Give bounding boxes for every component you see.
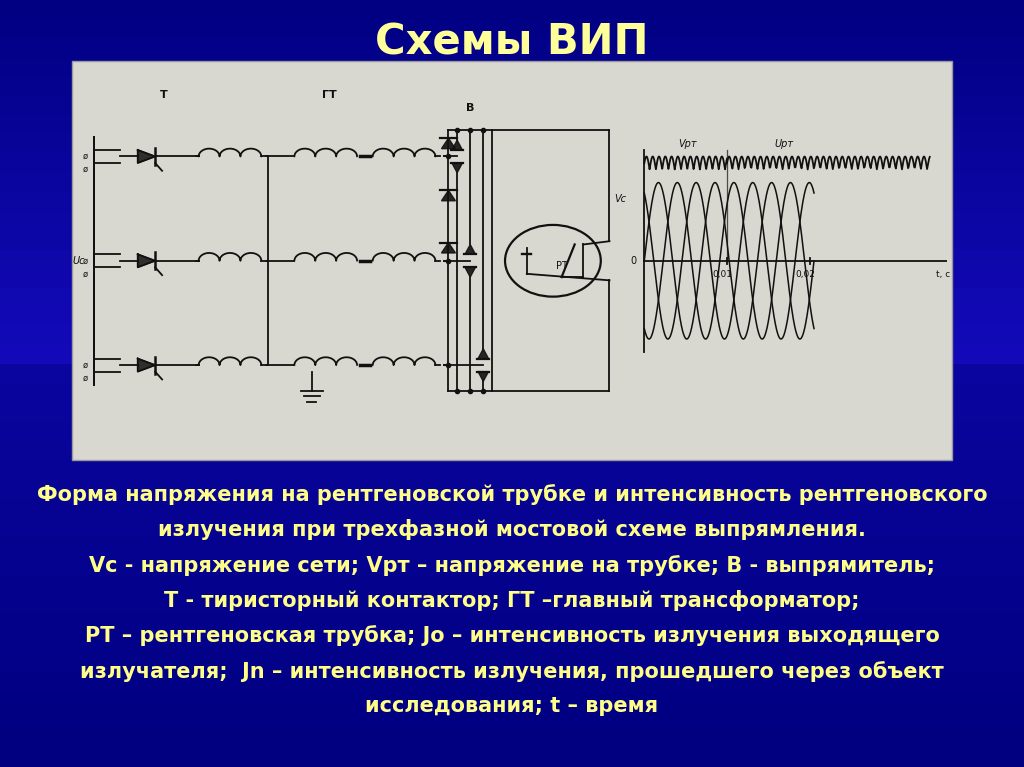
Bar	[0, 518, 1024, 537]
Polygon shape	[465, 245, 475, 255]
Polygon shape	[137, 358, 156, 372]
Text: ГТ: ГТ	[322, 90, 337, 100]
Polygon shape	[465, 267, 475, 277]
Text: ø: ø	[83, 256, 88, 265]
Text: Uc: Uc	[73, 255, 85, 266]
Bar	[0, 460, 1024, 479]
Bar	[0, 307, 1024, 326]
Bar	[0, 288, 1024, 307]
Bar	[0, 249, 1024, 268]
Text: РТ: РТ	[556, 261, 567, 271]
Bar	[0, 345, 1024, 364]
Text: Vc: Vc	[614, 194, 626, 204]
Text: Форма напряжения на рентгеновской трубке и интенсивность рентгеновского: Форма напряжения на рентгеновской трубке…	[37, 484, 987, 505]
Polygon shape	[452, 163, 463, 173]
Polygon shape	[441, 138, 456, 149]
Bar	[0, 153, 1024, 173]
Bar	[0, 77, 1024, 96]
Bar	[0, 192, 1024, 211]
Bar	[0, 230, 1024, 249]
Bar	[0, 38, 1024, 58]
FancyBboxPatch shape	[72, 61, 952, 460]
Text: излучения при трехфазной мостовой схеме выпрямления.: излучения при трехфазной мостовой схеме …	[158, 519, 866, 541]
Bar	[0, 652, 1024, 671]
Text: ø: ø	[83, 152, 88, 161]
Text: t, c: t, c	[936, 270, 950, 279]
Text: ø: ø	[83, 269, 88, 278]
Text: Схемы ВИП: Схемы ВИП	[375, 21, 649, 63]
Bar	[0, 690, 1024, 709]
Polygon shape	[441, 190, 456, 201]
Bar	[0, 441, 1024, 460]
Bar	[0, 173, 1024, 192]
Bar	[0, 364, 1024, 384]
Text: РТ – рентгеновская трубка; Jo – интенсивность излучения выходящего: РТ – рентгеновская трубка; Jo – интенсив…	[85, 625, 939, 647]
Bar	[0, 499, 1024, 518]
Bar	[0, 633, 1024, 652]
Text: Т: Т	[160, 90, 168, 100]
Text: Vрт: Vрт	[679, 139, 697, 149]
Bar	[0, 211, 1024, 230]
Polygon shape	[478, 349, 488, 358]
Text: 0,02: 0,02	[796, 270, 815, 279]
Bar	[0, 96, 1024, 115]
Text: 0,01: 0,01	[713, 270, 732, 279]
Bar	[0, 479, 1024, 499]
Bar	[0, 115, 1024, 134]
Text: исследования; t – время: исследования; t – время	[366, 696, 658, 716]
Polygon shape	[441, 242, 456, 253]
Text: Uрт: Uрт	[774, 139, 793, 149]
Bar	[0, 326, 1024, 345]
Text: В: В	[466, 103, 474, 113]
Bar	[0, 575, 1024, 594]
Bar	[0, 422, 1024, 441]
Bar	[0, 0, 1024, 19]
Bar	[0, 134, 1024, 153]
Text: излучателя;  Jn – интенсивность излучения, прошедшего через объект: излучателя; Jn – интенсивность излучения…	[80, 660, 944, 682]
Polygon shape	[452, 140, 463, 150]
Text: Т - тиристорный контактор; ГТ –главный трансформатор;: Т - тиристорный контактор; ГТ –главный т…	[164, 590, 860, 611]
Bar	[0, 403, 1024, 422]
Polygon shape	[137, 255, 156, 267]
Polygon shape	[478, 372, 488, 381]
Polygon shape	[137, 150, 156, 163]
Bar	[0, 594, 1024, 614]
Bar	[0, 58, 1024, 77]
Text: ø: ø	[83, 374, 88, 383]
Bar	[0, 614, 1024, 633]
Bar	[0, 671, 1024, 690]
Bar	[0, 384, 1024, 403]
Text: Vc - напряжение сети; Vрт – напряжение на трубке; В - выпрямитель;: Vc - напряжение сети; Vрт – напряжение н…	[89, 555, 935, 576]
Bar	[0, 748, 1024, 767]
Bar	[0, 19, 1024, 38]
Bar	[0, 556, 1024, 575]
Text: ø: ø	[83, 360, 88, 370]
Bar	[0, 268, 1024, 288]
Bar	[0, 709, 1024, 729]
Bar	[0, 537, 1024, 556]
Text: ø: ø	[83, 165, 88, 174]
Text: 0: 0	[631, 256, 637, 266]
Bar	[0, 729, 1024, 748]
